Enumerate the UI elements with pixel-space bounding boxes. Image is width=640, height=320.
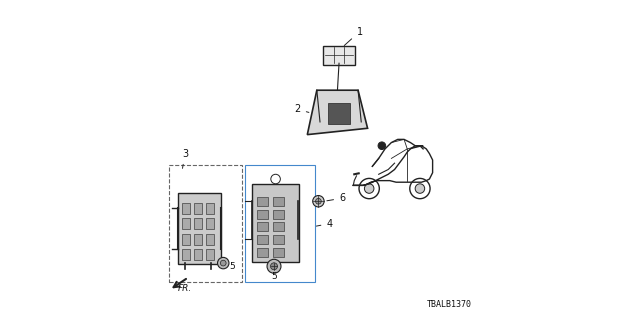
Bar — [206, 234, 214, 245]
Circle shape — [313, 196, 324, 207]
Circle shape — [378, 142, 386, 149]
Bar — [182, 203, 190, 214]
Bar — [273, 235, 284, 244]
Circle shape — [271, 263, 278, 270]
Circle shape — [271, 174, 280, 184]
Circle shape — [218, 257, 229, 269]
Bar — [194, 234, 202, 245]
Circle shape — [220, 260, 226, 266]
Text: 2: 2 — [294, 104, 309, 115]
Bar — [273, 210, 284, 219]
Bar — [257, 210, 268, 219]
Circle shape — [410, 178, 430, 199]
Text: 6: 6 — [327, 193, 345, 203]
Bar — [206, 203, 214, 214]
FancyBboxPatch shape — [252, 184, 299, 262]
Bar — [273, 248, 284, 257]
Bar — [182, 249, 190, 260]
FancyBboxPatch shape — [323, 46, 355, 65]
Bar — [257, 197, 268, 206]
Bar — [182, 234, 190, 245]
Circle shape — [364, 184, 374, 193]
Text: 5: 5 — [271, 272, 277, 281]
Circle shape — [359, 178, 380, 199]
Bar — [206, 218, 214, 229]
Bar — [257, 222, 268, 231]
Bar — [328, 103, 350, 124]
Bar — [273, 197, 284, 206]
Bar — [194, 218, 202, 229]
Bar — [206, 249, 214, 260]
Text: FR.: FR. — [178, 284, 192, 293]
Text: TBALB1370: TBALB1370 — [428, 300, 472, 309]
Text: 1: 1 — [344, 27, 363, 45]
Text: 5: 5 — [230, 262, 236, 271]
Bar — [257, 248, 268, 257]
Text: 4: 4 — [316, 219, 332, 228]
Circle shape — [415, 184, 425, 193]
Circle shape — [316, 198, 321, 204]
Circle shape — [267, 259, 281, 273]
Text: 3: 3 — [182, 149, 188, 168]
Bar — [273, 222, 284, 231]
Bar — [257, 235, 268, 244]
Bar — [182, 218, 190, 229]
Bar — [194, 203, 202, 214]
Bar — [194, 249, 202, 260]
Polygon shape — [307, 90, 367, 135]
FancyBboxPatch shape — [178, 193, 221, 264]
